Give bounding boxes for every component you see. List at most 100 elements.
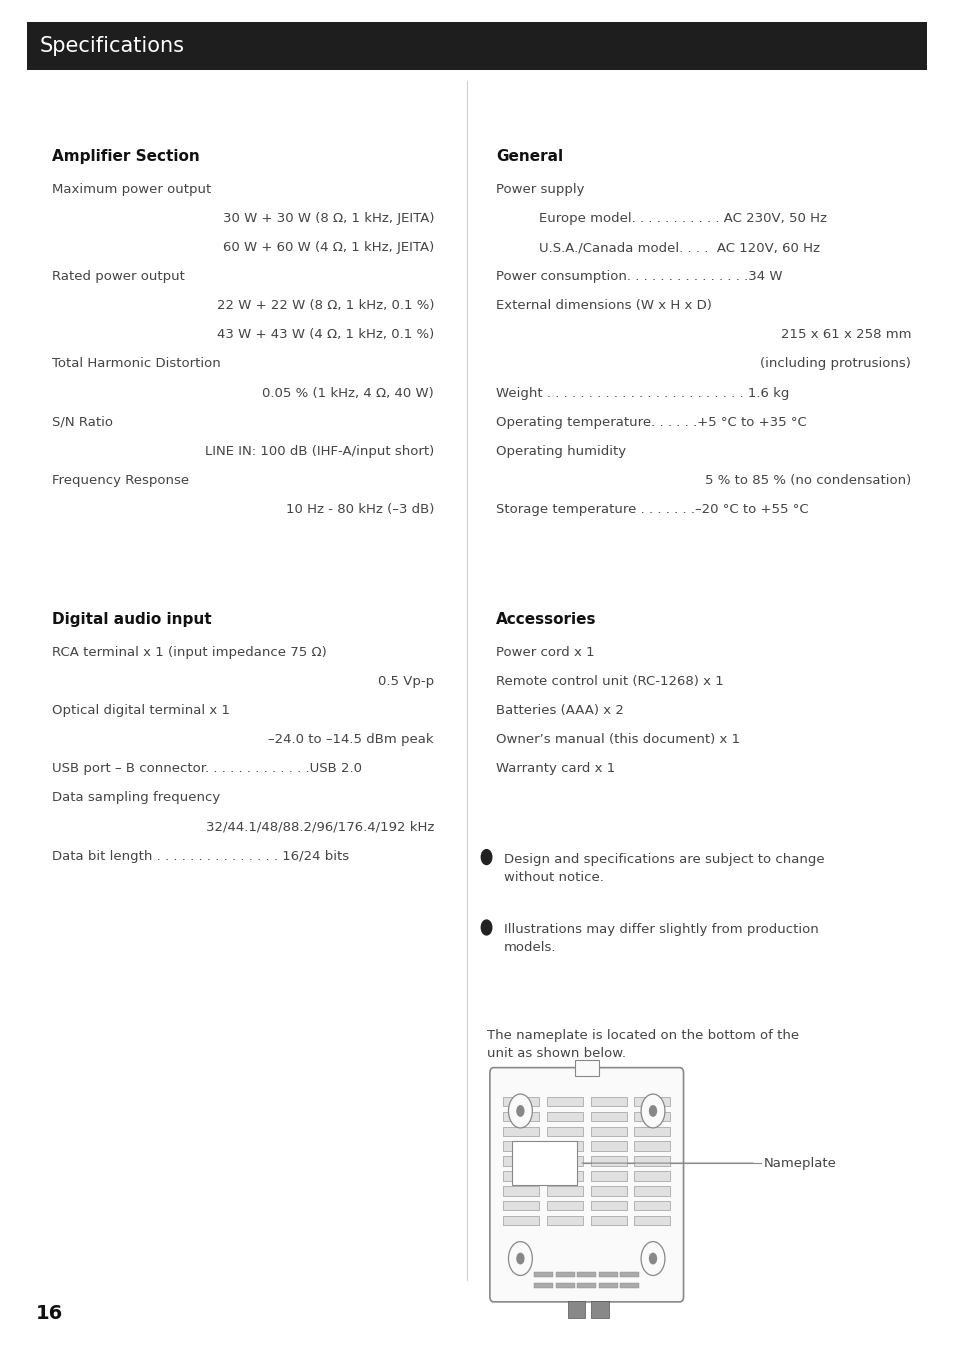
Text: –24.0 to –14.5 dBm peak: –24.0 to –14.5 dBm peak [268,734,434,746]
Bar [634,1097,669,1106]
Circle shape [516,1252,524,1265]
Text: 16: 16 [36,1304,64,1323]
Text: Power consumption. . . . . . . . . . . . . . .34 W: Power consumption. . . . . . . . . . . .… [496,269,781,283]
Text: Power supply: Power supply [496,183,584,196]
Bar [577,1284,596,1289]
Text: Weight . . . . . . . . . . . . . . . . . . . . . . . . 1.6 kg: Weight . . . . . . . . . . . . . . . . .… [496,386,789,399]
Text: 0.05 % (1 kHz, 4 Ω, 40 W): 0.05 % (1 kHz, 4 Ω, 40 W) [262,386,434,399]
Bar [590,1141,626,1151]
Bar [619,1273,639,1278]
Text: Frequency Response: Frequency Response [52,474,190,487]
Bar [512,1141,577,1185]
Circle shape [516,1105,524,1117]
Text: 30 W + 30 W (8 Ω, 1 kHz, JEITA): 30 W + 30 W (8 Ω, 1 kHz, JEITA) [222,211,434,225]
Bar [634,1141,669,1151]
Bar [590,1156,626,1166]
Text: 0.5 Vp-p: 0.5 Vp-p [377,674,434,688]
Bar [590,1171,626,1181]
Bar [503,1127,538,1136]
Circle shape [480,921,492,934]
Text: Total Harmonic Distortion: Total Harmonic Distortion [52,357,221,371]
Bar [546,1201,582,1210]
Text: General: General [496,149,562,164]
Text: Digital audio input: Digital audio input [52,612,212,627]
Text: Optical digital terminal x 1: Optical digital terminal x 1 [52,704,231,718]
Bar [590,1186,626,1196]
Bar [503,1216,538,1225]
Bar [546,1112,582,1121]
Bar [567,1300,584,1319]
Text: Nameplate: Nameplate [762,1156,836,1170]
Circle shape [508,1094,532,1128]
Text: 43 W + 43 W (4 Ω, 1 kHz, 0.1 %): 43 W + 43 W (4 Ω, 1 kHz, 0.1 %) [216,328,434,341]
Bar [546,1186,582,1196]
Text: S/N Ratio: S/N Ratio [52,416,113,429]
Bar [546,1156,582,1166]
Bar [546,1127,582,1136]
Bar [619,1284,639,1289]
Bar [598,1273,618,1278]
Text: Maximum power output: Maximum power output [52,183,212,196]
Circle shape [648,1105,657,1117]
Text: 215 x 61 x 258 mm: 215 x 61 x 258 mm [780,328,910,341]
Bar [574,1059,598,1075]
Bar [634,1127,669,1136]
Text: Accessories: Accessories [496,612,596,627]
Text: Storage temperature . . . . . . .–20 °C to +55 °C: Storage temperature . . . . . . .–20 °C … [496,502,808,516]
Bar [503,1186,538,1196]
Text: Warranty card x 1: Warranty card x 1 [496,762,615,776]
Text: Data bit length . . . . . . . . . . . . . . . 16/24 bits: Data bit length . . . . . . . . . . . . … [52,850,349,862]
Bar [590,1216,626,1225]
Bar [534,1284,553,1289]
Bar [534,1273,553,1278]
Bar [634,1156,669,1166]
Bar [634,1171,669,1181]
Text: Remote control unit (RC-1268) x 1: Remote control unit (RC-1268) x 1 [496,674,723,688]
Text: U.S.A./Canada model. . . .  AC 120V, 60 Hz: U.S.A./Canada model. . . . AC 120V, 60 H… [538,241,820,255]
Bar [546,1141,582,1151]
Bar [555,1284,574,1289]
Bar [503,1141,538,1151]
Text: RCA terminal x 1 (input impedance 75 Ω): RCA terminal x 1 (input impedance 75 Ω) [52,646,327,659]
Bar [590,1127,626,1136]
Text: 10 Hz - 80 kHz (–3 dB): 10 Hz - 80 kHz (–3 dB) [285,502,434,516]
Text: Operating temperature. . . . . .+5 °C to +35 °C: Operating temperature. . . . . .+5 °C to… [496,416,806,429]
Bar [546,1171,582,1181]
Bar [591,1300,608,1319]
Text: The nameplate is located on the bottom of the
unit as shown below.: The nameplate is located on the bottom o… [486,1029,798,1060]
Text: (including protrusions): (including protrusions) [760,357,910,371]
Bar [503,1201,538,1210]
Bar [590,1201,626,1210]
Text: Amplifier Section: Amplifier Section [52,149,200,164]
Text: Europe model. . . . . . . . . . . AC 230V, 50 Hz: Europe model. . . . . . . . . . . AC 230… [538,211,826,225]
Text: USB port – B connector. . . . . . . . . . . . .USB 2.0: USB port – B connector. . . . . . . . . … [52,762,362,776]
Bar [503,1156,538,1166]
Text: Specifications: Specifications [40,37,185,56]
Bar [634,1201,669,1210]
Circle shape [640,1094,664,1128]
Bar [634,1216,669,1225]
Text: 22 W + 22 W (8 Ω, 1 kHz, 0.1 %): 22 W + 22 W (8 Ω, 1 kHz, 0.1 %) [216,299,434,313]
Bar [503,1097,538,1106]
Text: 32/44.1/48/88.2/96/176.4/192 kHz: 32/44.1/48/88.2/96/176.4/192 kHz [206,821,434,834]
Bar [27,22,926,70]
Bar [555,1273,574,1278]
Bar [590,1112,626,1121]
Bar [590,1097,626,1106]
Circle shape [508,1242,532,1275]
Text: Rated power output: Rated power output [52,269,185,283]
Text: Design and specifications are subject to change
without notice.: Design and specifications are subject to… [503,853,823,884]
Text: Owner’s manual (this document) x 1: Owner’s manual (this document) x 1 [496,734,740,746]
Text: External dimensions (W x H x D): External dimensions (W x H x D) [496,299,711,313]
Bar [546,1216,582,1225]
Bar [634,1112,669,1121]
Text: Power cord x 1: Power cord x 1 [496,646,594,659]
Text: Operating humidity: Operating humidity [496,444,625,458]
Text: 5 % to 85 % (no condensation): 5 % to 85 % (no condensation) [704,474,910,487]
Bar [577,1273,596,1278]
Circle shape [640,1242,664,1275]
Text: Illustrations may differ slightly from production
models.: Illustrations may differ slightly from p… [503,923,818,955]
Circle shape [480,850,492,864]
Bar [634,1186,669,1196]
Bar [503,1171,538,1181]
